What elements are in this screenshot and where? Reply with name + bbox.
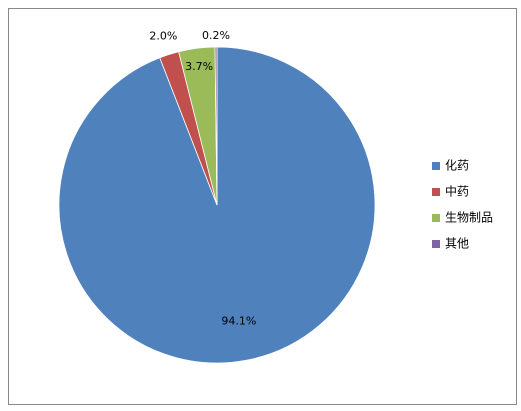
pie-slice [214, 46, 218, 206]
legend-label: 生物制品 [445, 211, 493, 225]
data-label: 3.7% [185, 60, 213, 73]
data-label: 0.2% [202, 29, 230, 42]
data-label: 94.1% [221, 314, 256, 327]
legend-swatch [432, 240, 440, 248]
legend-swatch [432, 214, 440, 222]
legend-label: 中药 [445, 184, 469, 199]
legend-label: 化药 [445, 159, 469, 173]
legend-swatch [432, 188, 440, 196]
data-label: 2.0% [149, 29, 177, 42]
legend-label: 其他 [445, 237, 469, 251]
legend-swatch [432, 162, 440, 170]
